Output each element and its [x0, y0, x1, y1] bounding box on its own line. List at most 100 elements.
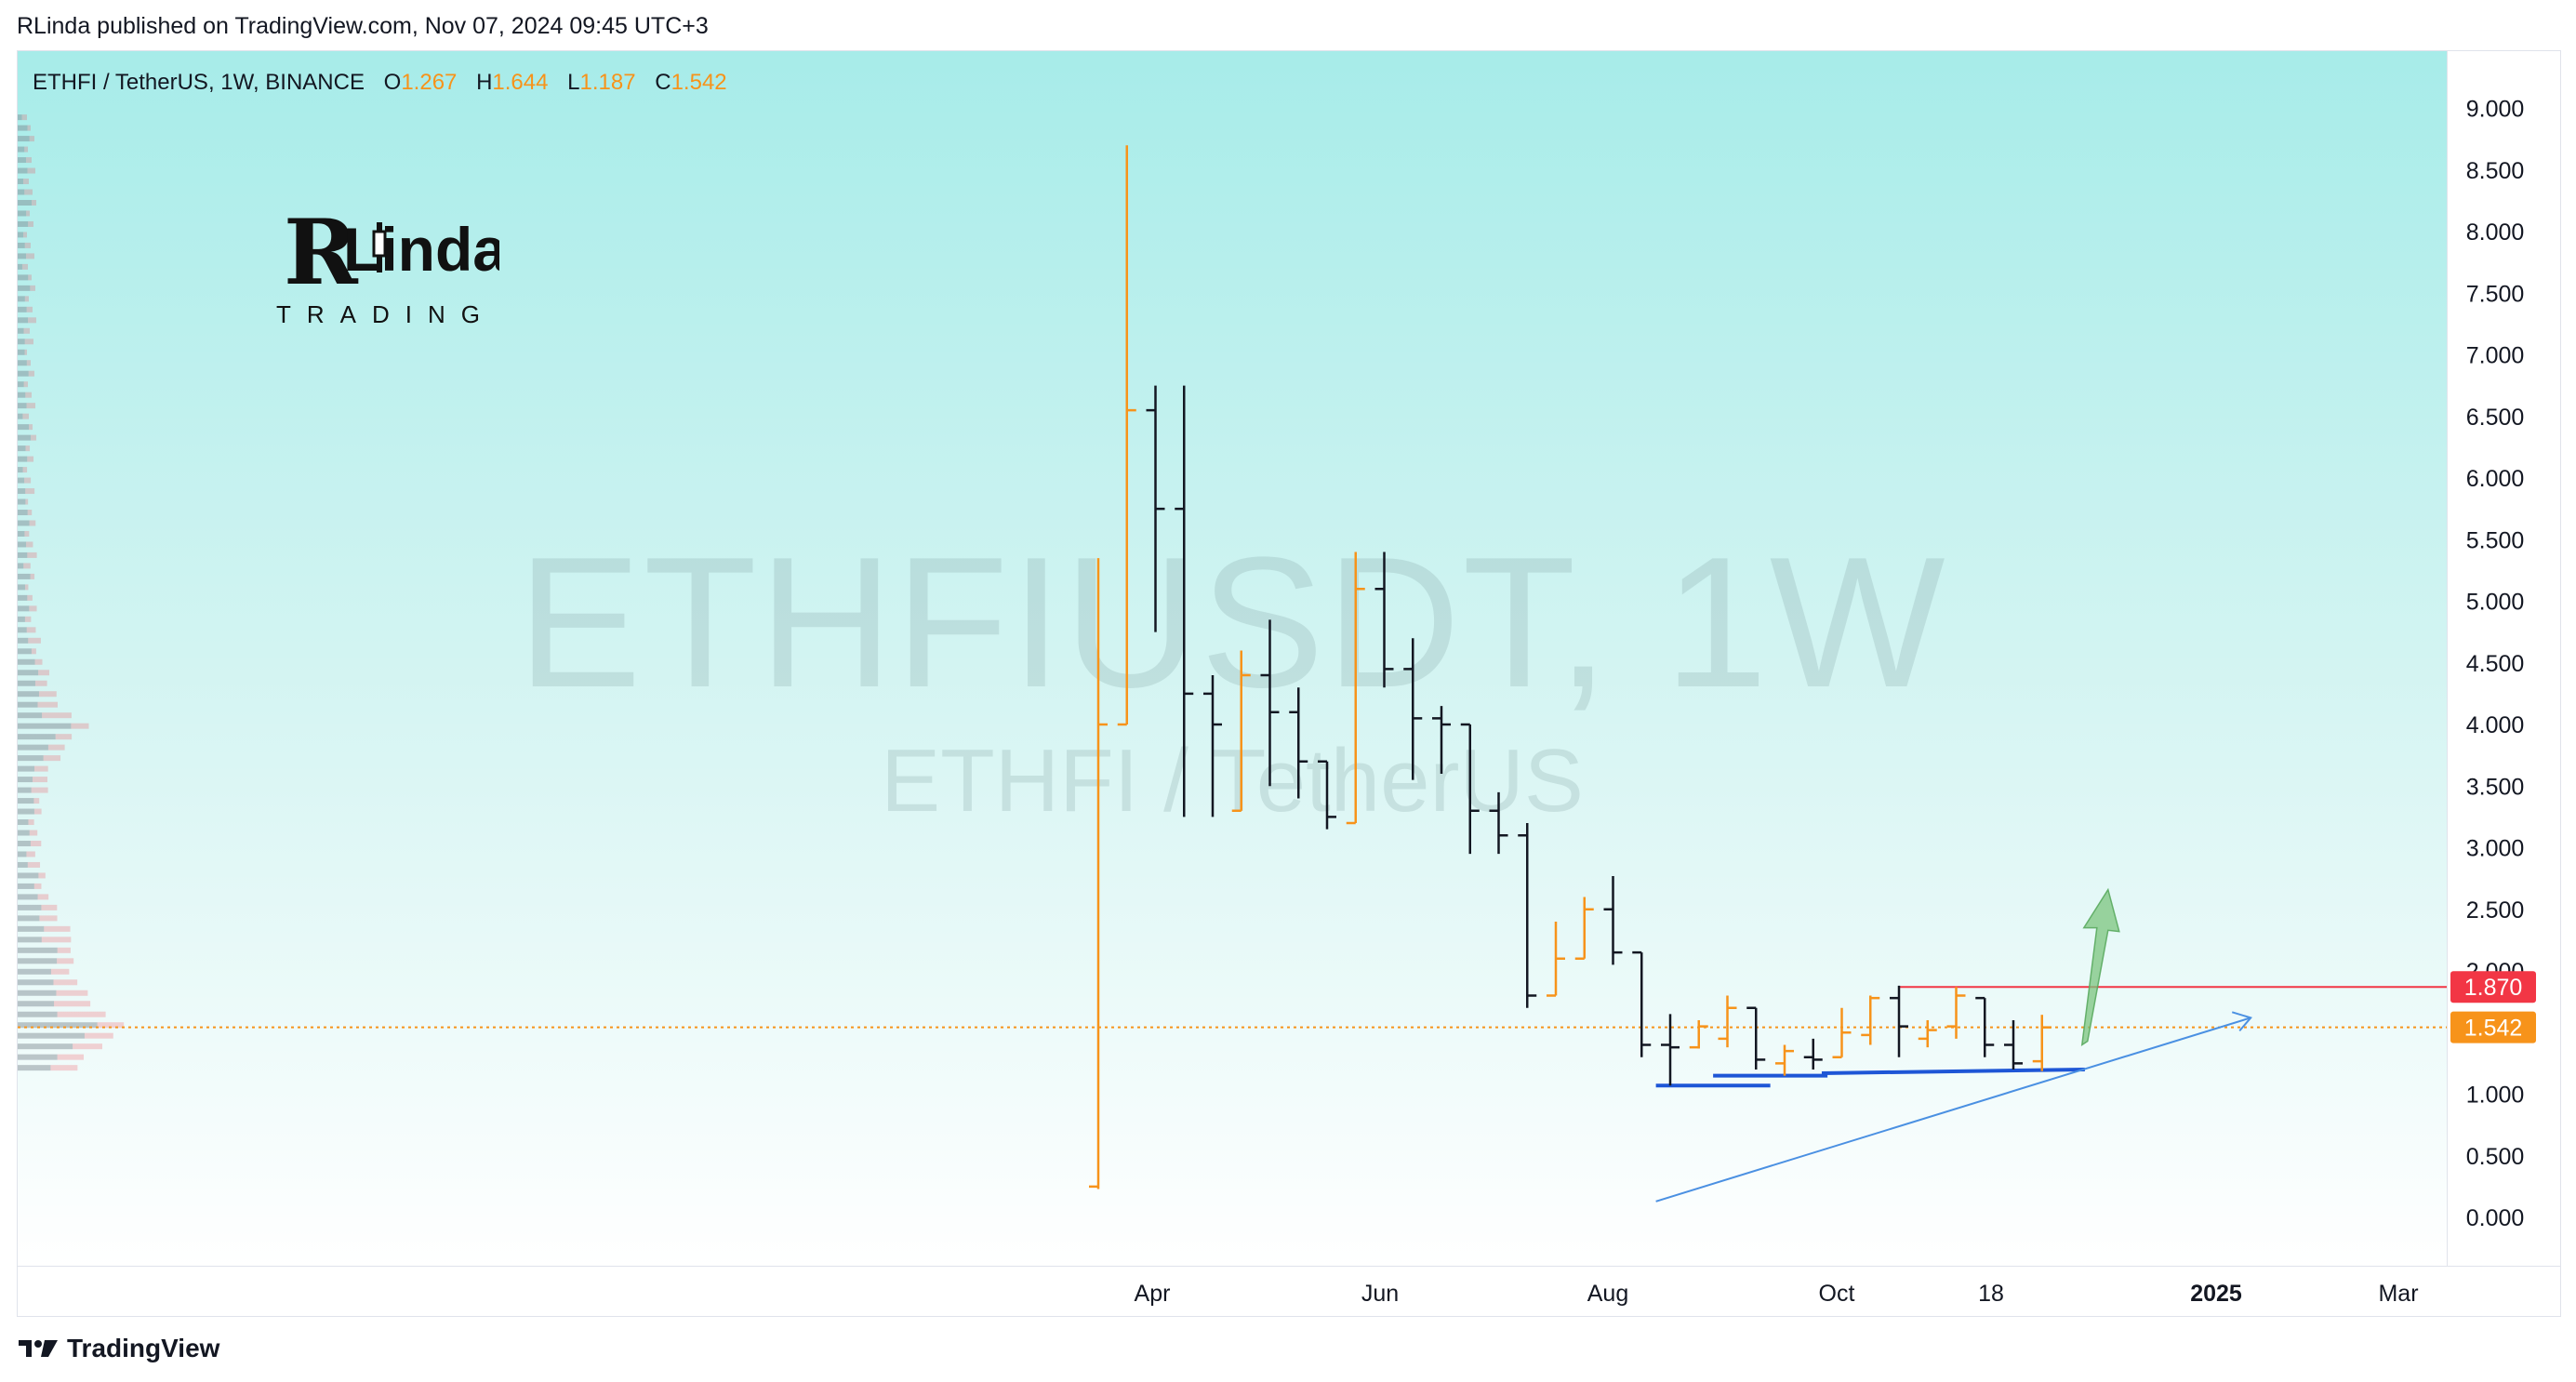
volume-profile-buy: [18, 819, 29, 826]
volume-profile-sell: [26, 541, 33, 548]
legend-symbol[interactable]: ETHFI / TetherUS, 1W, BINANCE: [33, 70, 365, 95]
volume-profile-buy: [18, 392, 26, 398]
volume-profile-sell: [38, 872, 46, 879]
volume-profile-buy: [18, 637, 29, 644]
volume-profile-sell: [26, 157, 33, 164]
y-tick-label: 0.500: [2466, 1144, 2525, 1170]
chart-legend[interactable]: ETHFI / TetherUS, 1W, BINANCE O1.267 H1.…: [33, 70, 727, 96]
rlinda-trading-logo: R Linda TRADING: [267, 200, 508, 339]
x-tick-label: 18: [1978, 1281, 2004, 1307]
volume-profile-buy: [18, 125, 28, 131]
volume-profile-buy: [18, 1001, 55, 1007]
volume-profile-sell: [26, 253, 35, 259]
time-axis[interactable]: [18, 1266, 2560, 1316]
price-axis-label: 1.870: [2464, 975, 2523, 1001]
volume-profile-sell: [24, 616, 32, 622]
volume-profile-sell: [25, 445, 31, 452]
volume-profile-sell: [27, 594, 33, 601]
volume-profile-buy: [18, 658, 35, 665]
volume-profile-buy: [18, 434, 32, 441]
volume-profile-buy: [18, 787, 32, 793]
volume-profile-sell: [38, 691, 57, 698]
volume-profile-buy: [18, 616, 25, 622]
price-axis[interactable]: [2447, 51, 2560, 1266]
volume-profile-buy: [18, 915, 40, 922]
volume-profile-buy: [18, 551, 28, 558]
tradingview-footer[interactable]: TradingView: [17, 1334, 219, 1363]
volume-profile-sell: [44, 925, 71, 932]
volume-profile-sell: [84, 1032, 113, 1039]
volume-profile-buy: [18, 327, 24, 334]
volume-profile-sell: [50, 968, 70, 975]
volume-profile-sell: [43, 755, 61, 762]
ohlc-chart[interactable]: 9.000 8.500 8.000 7.500 7.000 6.500 6.000 5.500…: [18, 51, 2561, 1317]
volume-profile-buy: [18, 498, 26, 505]
legend-high-value: 1.644: [492, 70, 549, 95]
volume-profile-sell: [28, 274, 33, 281]
volume-profile-buy: [18, 541, 27, 548]
volume-profile-sell: [25, 392, 33, 398]
volume-profile-buy: [18, 563, 24, 569]
volume-profile-buy: [18, 510, 28, 516]
volume-profile-buy: [18, 937, 42, 943]
y-tick-label: 3.500: [2466, 774, 2525, 800]
legend-close-label: C: [655, 70, 671, 95]
volume-profile-sell: [24, 146, 29, 153]
volume-profile-buy: [18, 424, 30, 431]
volume-profile-sell: [27, 861, 41, 868]
volume-profile-buy: [18, 979, 54, 986]
volume-profile-sell: [30, 285, 36, 291]
volume-profile-buy: [18, 1054, 58, 1060]
volume-profile-sell: [47, 744, 65, 751]
legend-close-value: 1.542: [671, 70, 727, 95]
publisher-line: RLinda published on TradingView.com, Nov…: [17, 13, 709, 39]
x-tick-label: Apr: [1135, 1281, 1171, 1307]
volume-profile-sell: [25, 498, 29, 505]
symbol-description-watermark: ETHFI / TetherUS: [881, 731, 1584, 831]
volume-profile-buy: [18, 146, 25, 153]
trend-line: [1655, 1017, 2251, 1203]
footer-brand: TradingView: [67, 1334, 220, 1362]
volume-profile-buy: [18, 179, 24, 185]
volume-profile-buy: [18, 530, 25, 537]
volume-profile-sell: [73, 1043, 103, 1050]
price-axis-label: 1.542: [2464, 1016, 2523, 1042]
volume-profile-buy: [18, 381, 24, 388]
volume-profile-sell: [41, 937, 72, 943]
volume-profile-sell: [26, 627, 36, 633]
support-line-3: [1821, 1068, 2085, 1075]
volume-profile-buy: [18, 370, 29, 377]
volume-profile-buy: [18, 1043, 73, 1050]
volume-profile-buy: [18, 968, 51, 975]
volume-profile-sell: [28, 370, 35, 377]
volume-profile-buy: [18, 830, 30, 836]
volume-profile-buy: [18, 894, 38, 900]
volume-profile-sell: [37, 701, 58, 708]
legend-open-label: O: [383, 70, 402, 95]
price-axis-label-bg: [2450, 971, 2536, 1003]
volume-profile-sell: [57, 1011, 106, 1017]
volume-profile-buy: [18, 755, 44, 762]
volume-profile-sell: [26, 360, 32, 366]
volume-profile-buy: [18, 456, 28, 462]
volume-profile-sell: [30, 573, 35, 579]
volume-profile-buy: [18, 339, 25, 345]
volume-profile-sell: [24, 349, 28, 355]
volume-profile-sell: [29, 605, 37, 612]
volume-profile-sell: [24, 339, 34, 345]
volume-profile-sell: [21, 263, 29, 270]
volume-profile-buy: [18, 189, 25, 195]
volume-profile-sell: [57, 1054, 85, 1060]
volume-profile-buy: [18, 403, 27, 409]
chart-container[interactable]: ETHFIUSDT, 1W ETHFI / TetherUS ETHFI / T…: [17, 50, 2561, 1317]
volume-profile-buy: [18, 296, 25, 302]
volume-profile-buy: [18, 285, 31, 291]
volume-profile-buy: [18, 840, 31, 846]
volume-profile-buy: [18, 242, 25, 248]
volume-profile-buy: [18, 488, 26, 495]
volume-profile-buy: [18, 990, 57, 996]
volume-profile-sell: [24, 584, 29, 591]
volume-profile-sell: [24, 530, 30, 537]
volume-profile-sell: [24, 296, 30, 302]
volume-profile-sell: [26, 851, 35, 857]
